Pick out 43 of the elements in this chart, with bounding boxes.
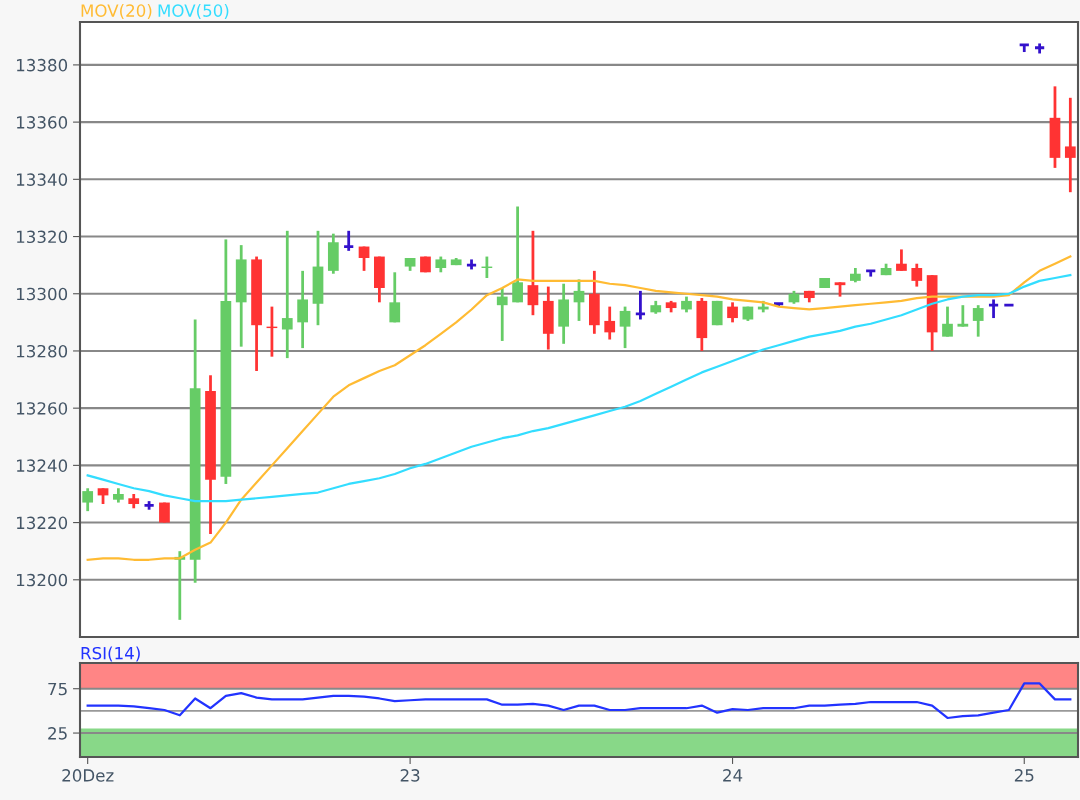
candlestick bbox=[864, 269, 877, 278]
candlestick bbox=[634, 289, 647, 321]
candlestick bbox=[987, 298, 1000, 320]
x-tick-label: 25 bbox=[1014, 769, 1034, 782]
line-series bbox=[86, 682, 1072, 720]
text: MOV(20) bbox=[81, 4, 152, 19]
candlestick bbox=[911, 262, 923, 288]
y-tick-label: 25 bbox=[48, 727, 67, 740]
y-tick-label: 13320 bbox=[17, 230, 68, 244]
candlestick bbox=[297, 269, 308, 350]
y-tick-label: 13260 bbox=[17, 402, 68, 415]
line-series bbox=[86, 274, 1072, 503]
y-tick-label: 13200 bbox=[17, 573, 68, 587]
x-tick-label: 20Dez bbox=[62, 769, 114, 782]
candlestick bbox=[527, 229, 539, 317]
y-tick-label: 13380 bbox=[17, 58, 68, 72]
candlestick bbox=[972, 303, 984, 339]
y-tick-label: 13300 bbox=[17, 287, 68, 301]
candlestick bbox=[1018, 43, 1031, 54]
candlestick bbox=[496, 286, 508, 343]
candlestick bbox=[342, 229, 355, 253]
candlestick bbox=[942, 305, 953, 339]
x-tick-label: 23 bbox=[400, 769, 420, 782]
candlestick bbox=[604, 305, 616, 341]
line-series bbox=[86, 255, 1072, 561]
y-tick-label: 13220 bbox=[17, 516, 68, 530]
x-tick-label: 24 bbox=[723, 769, 743, 782]
candlestick bbox=[512, 205, 523, 304]
candlestick bbox=[957, 303, 969, 329]
candlestick bbox=[1064, 96, 1076, 194]
candlestick bbox=[619, 305, 631, 350]
y-tick-label: 13360 bbox=[17, 116, 68, 129]
y-tick-label: 13340 bbox=[17, 173, 68, 186]
text: MOV(50) bbox=[158, 4, 229, 19]
y-tick-label: 75 bbox=[48, 682, 67, 696]
text: RSI(14) bbox=[81, 646, 140, 662]
candlestick bbox=[727, 300, 738, 324]
y-tick-label: 13280 bbox=[17, 344, 68, 358]
candlestick bbox=[389, 270, 401, 324]
y-tick-label: 13240 bbox=[17, 459, 68, 472]
candlestick bbox=[281, 229, 293, 360]
candlestick bbox=[896, 248, 907, 273]
candlestick bbox=[82, 486, 94, 513]
